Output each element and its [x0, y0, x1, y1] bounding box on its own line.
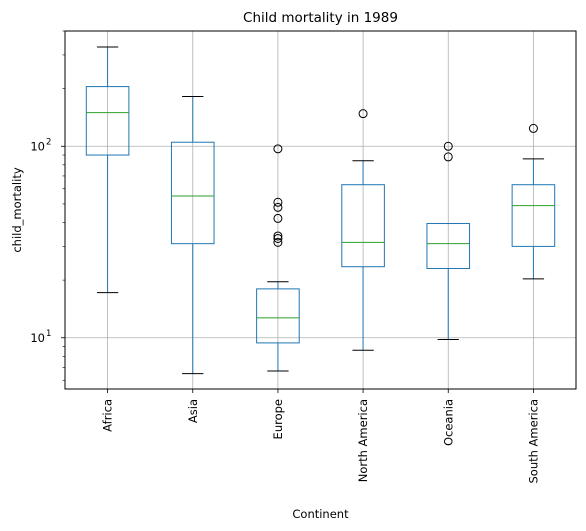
- box-iqr: [256, 288, 300, 344]
- x-tick-label: Asia: [186, 399, 200, 423]
- x-tick-label: Oceania: [441, 399, 455, 446]
- plot-frame: [64, 30, 577, 390]
- y-tick-label-exponent: 2: [46, 137, 51, 147]
- x-tick-label: Africa: [101, 399, 115, 432]
- y-tick-label-exponent: 1: [46, 329, 51, 339]
- box-iqr: [170, 141, 215, 245]
- boxes-layer: [85, 46, 556, 375]
- outlier-point: [443, 141, 453, 151]
- outlier-point: [358, 109, 368, 119]
- x-tick-label: South America: [526, 399, 540, 484]
- grid-layer: [65, 31, 576, 389]
- box-iqr: [341, 184, 385, 268]
- x-tick-label: Europe: [271, 399, 285, 439]
- outlier-point: [273, 144, 283, 154]
- x-tick-label: North America: [356, 399, 370, 482]
- chart-title: Child mortality in 1989: [243, 10, 398, 26]
- ticks-layer: Africa Asia Europe North America Oceania Sout…: [30, 30, 540, 484]
- outlier-point: [443, 152, 453, 162]
- box-iqr: [426, 223, 471, 269]
- y-axis-label: child_mortality: [10, 167, 24, 252]
- box-iqr: [85, 86, 130, 156]
- y-tick-label: 10: [30, 331, 45, 345]
- outlier-point: [273, 231, 283, 241]
- outlier-point: [273, 237, 283, 247]
- x-axis-label: Continent: [292, 507, 349, 521]
- outlier-point: [273, 233, 283, 243]
- outlier-point: [528, 123, 538, 133]
- outlier-point: [273, 202, 283, 212]
- box-iqr: [511, 184, 556, 247]
- y-tick-label: 10: [30, 139, 45, 153]
- outlier-point: [273, 197, 283, 207]
- outlier-point: [273, 213, 283, 223]
